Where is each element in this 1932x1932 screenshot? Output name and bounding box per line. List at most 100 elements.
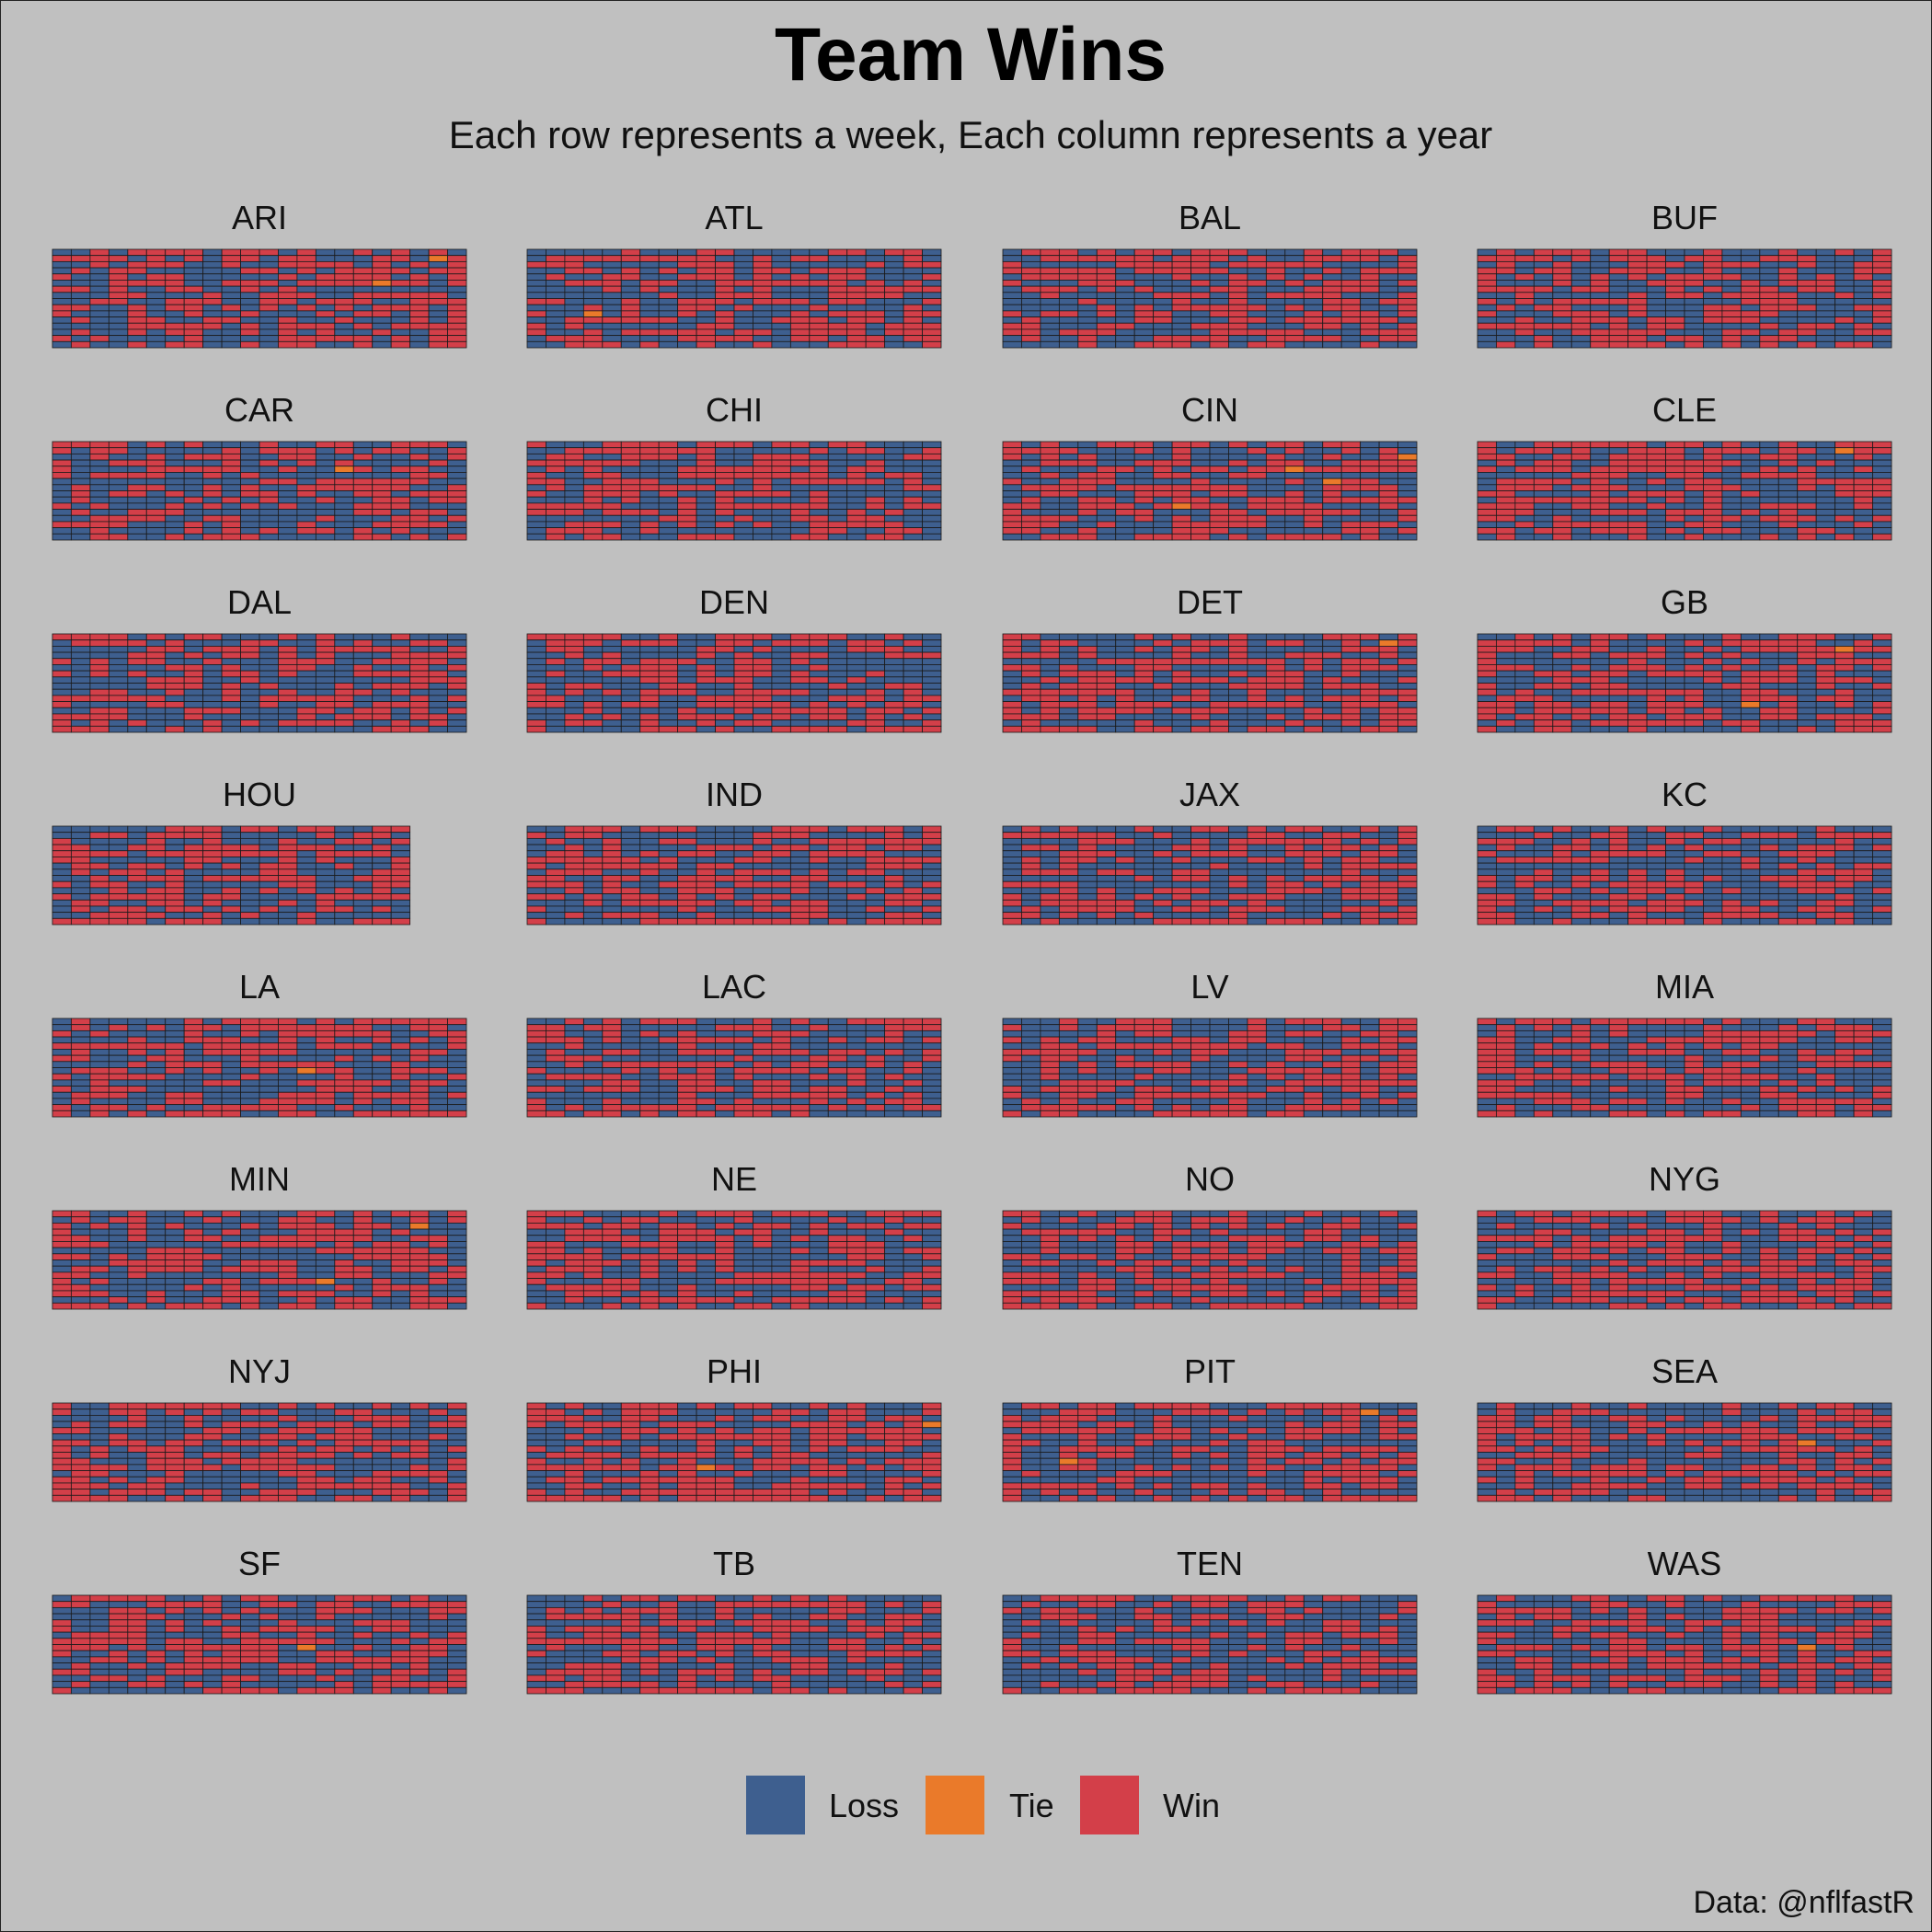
heatmap-cell (1608, 633, 1629, 641)
heatmap-cell (1496, 713, 1516, 721)
heatmap-cell (658, 255, 679, 262)
heatmap-cell (1721, 639, 1742, 647)
heatmap-cell (1340, 639, 1362, 647)
heatmap-cell (221, 304, 241, 312)
heatmap-cell (715, 850, 735, 857)
heatmap-cell (602, 514, 622, 523)
heatmap-cell (1096, 707, 1117, 715)
heatmap-cell (582, 527, 604, 535)
heatmap-cell (1190, 447, 1211, 454)
heatmap-cell (71, 676, 91, 684)
heatmap-cell (1284, 658, 1305, 665)
heatmap-cell (127, 502, 147, 510)
heatmap-cell (202, 292, 223, 299)
heatmap-cell (582, 322, 604, 330)
heatmap-cell (108, 533, 129, 541)
heatmap-cell (108, 639, 129, 647)
heatmap-cell (1397, 340, 1418, 349)
heatmap-cell (1665, 639, 1685, 647)
heatmap-cell (1303, 527, 1324, 535)
heatmap-cell (1378, 509, 1398, 516)
heatmap-cell (1703, 683, 1723, 690)
heatmap-cell (71, 701, 91, 708)
heatmap-cell (1552, 340, 1572, 349)
heatmap-cell (240, 658, 260, 665)
heatmap-cell (390, 285, 411, 293)
heatmap-cell (1190, 514, 1211, 523)
heatmap-cell (620, 310, 641, 317)
heatmap-cell (1133, 683, 1155, 690)
heatmap-cell (1759, 298, 1779, 305)
heatmap-cell (1590, 701, 1610, 708)
heatmap-cell (1721, 695, 1742, 702)
heatmap-cell (334, 912, 354, 919)
heatmap-cell (428, 509, 448, 516)
heatmap-cell (696, 280, 716, 287)
heatmap-cell (1247, 688, 1267, 696)
heatmap-cell (1322, 670, 1342, 678)
heatmap-cell (1721, 273, 1742, 281)
heatmap-cell (620, 633, 641, 641)
heatmap-cell (334, 521, 354, 529)
heatmap-cell (372, 639, 392, 647)
heatmap-cell (1058, 651, 1079, 660)
heatmap-cell (1815, 477, 1836, 486)
heatmap-cell (71, 837, 91, 845)
heatmap-cell (846, 832, 867, 839)
heatmap-cell (89, 472, 109, 479)
heatmap-cell (409, 670, 430, 678)
heatmap-cell (1378, 651, 1398, 660)
heatmap-cell (183, 912, 204, 919)
heatmap-cell (1777, 707, 1799, 715)
heatmap-cell (1096, 658, 1117, 665)
heatmap-cell (1721, 701, 1742, 708)
heatmap-cell (183, 713, 204, 721)
heatmap-cell (1077, 490, 1098, 498)
heatmap-cell (677, 527, 697, 535)
heatmap-cell (903, 255, 923, 262)
heatmap-cell (1247, 533, 1267, 541)
heatmap-cell (428, 255, 448, 262)
heatmap-cell (1284, 695, 1305, 702)
heatmap-cell (753, 683, 773, 690)
heatmap-cell (1646, 316, 1666, 324)
heatmap-cell (1646, 676, 1666, 684)
heatmap-cell (1740, 695, 1761, 702)
heatmap-cell (602, 280, 622, 287)
heatmap-cell (1684, 509, 1704, 516)
heatmap-cell (108, 676, 129, 684)
heatmap-cell (1496, 514, 1516, 523)
heatmap-cell (278, 862, 298, 870)
heatmap-cell (145, 837, 167, 845)
heatmap-cell (677, 825, 697, 834)
heatmap-cell (903, 639, 923, 647)
heatmap-cell (1190, 633, 1211, 641)
heatmap-cell (1665, 719, 1685, 727)
heatmap-cell (1021, 533, 1041, 541)
heatmap-cell (1360, 477, 1380, 486)
heatmap-cell (1190, 267, 1211, 275)
heatmap-cell (1378, 316, 1398, 324)
heatmap-cell (809, 633, 829, 641)
heatmap-cell (1815, 335, 1836, 342)
heatmap-cell (221, 837, 241, 845)
heatmap-cell (827, 651, 848, 660)
heatmap-cell (165, 713, 185, 721)
heatmap-cell (1740, 719, 1761, 727)
heatmap-cell (1777, 453, 1799, 461)
heatmap-cell (1171, 273, 1191, 281)
heatmap-cell (1853, 472, 1873, 479)
heatmap-cell (390, 725, 411, 733)
heatmap-cell (127, 893, 147, 901)
heatmap-cell (372, 255, 392, 262)
heatmap-cell (1002, 917, 1022, 926)
heatmap-cell (1115, 447, 1135, 454)
heatmap-cell (1815, 695, 1836, 702)
heatmap-cell (259, 340, 279, 349)
heatmap-cell (89, 645, 109, 653)
heatmap-cell (884, 466, 904, 473)
heatmap-cell (127, 273, 147, 281)
heatmap-cell (1797, 328, 1817, 337)
heatmap-cell (221, 472, 241, 479)
heatmap-cell (1703, 533, 1723, 541)
